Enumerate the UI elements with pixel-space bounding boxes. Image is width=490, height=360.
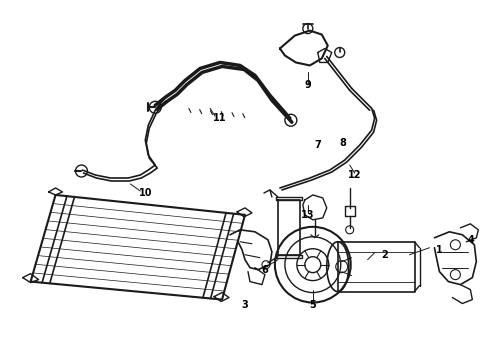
Text: 11: 11 [213,113,227,123]
Text: 8: 8 [339,138,346,148]
Text: 7: 7 [315,140,321,150]
Text: 9: 9 [304,80,311,90]
Text: 4: 4 [468,235,475,245]
Text: 3: 3 [242,300,248,310]
Text: 10: 10 [139,188,152,198]
Text: 13: 13 [301,210,315,220]
Text: 6: 6 [262,265,269,275]
Text: 1: 1 [436,245,443,255]
Text: 5: 5 [309,300,316,310]
Text: 2: 2 [381,250,388,260]
Text: 12: 12 [348,170,362,180]
